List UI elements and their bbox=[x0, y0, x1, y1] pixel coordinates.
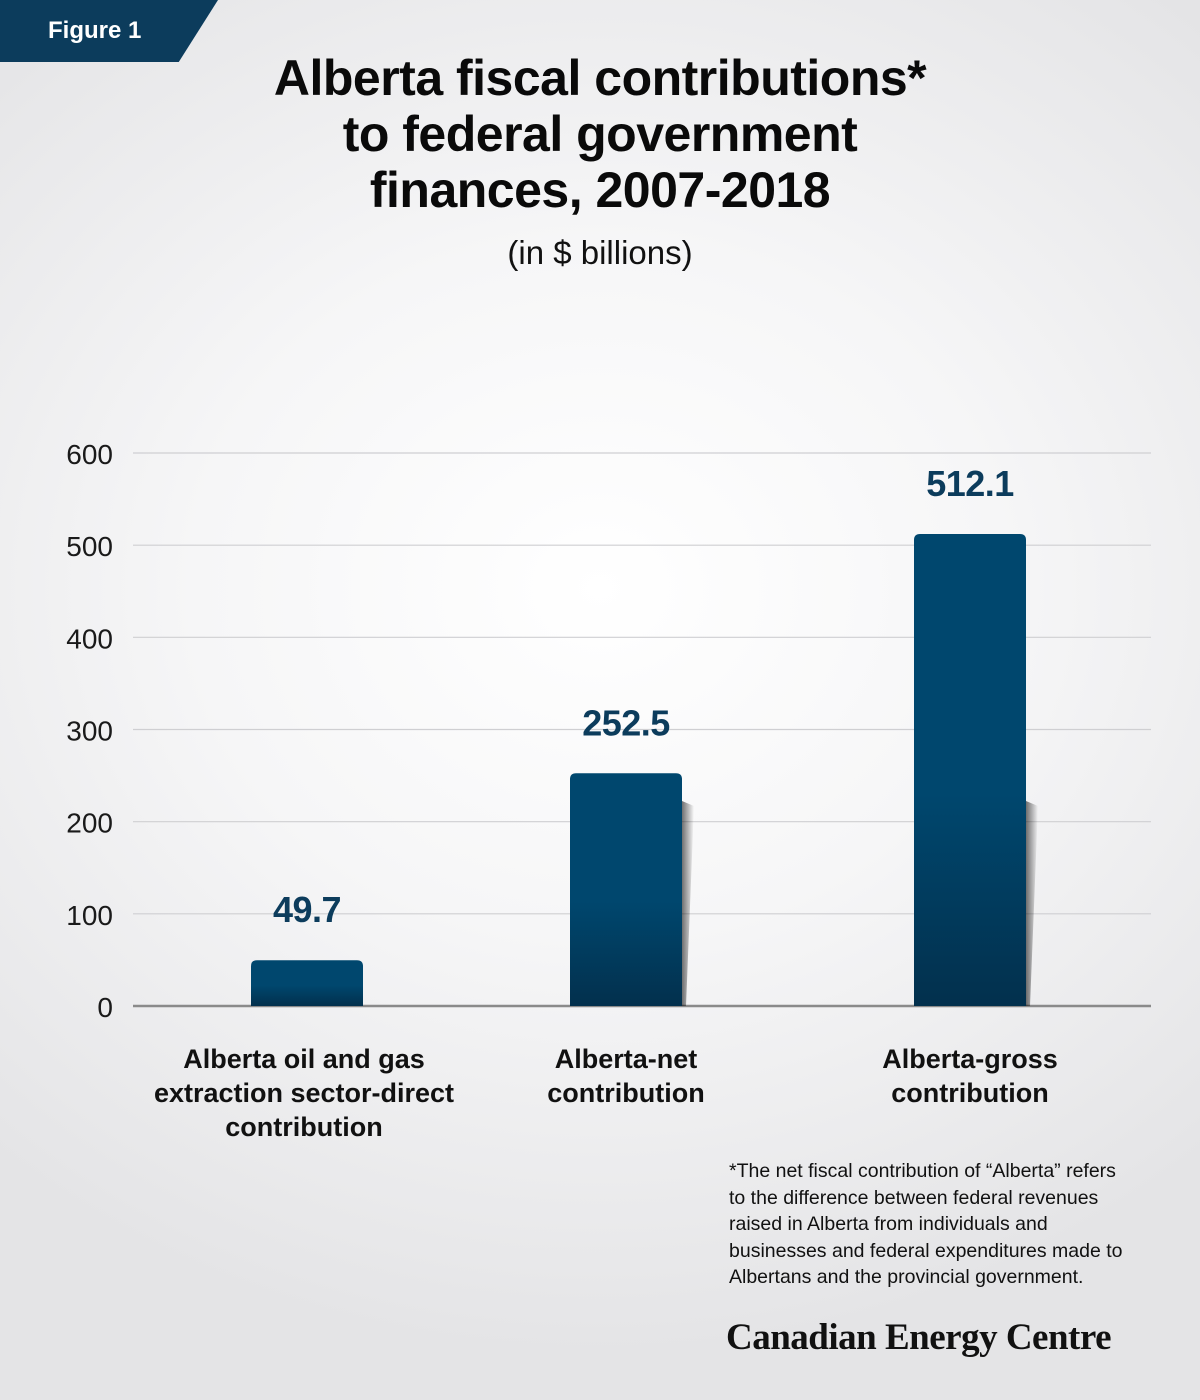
data-label: 49.7 bbox=[273, 889, 341, 930]
x-category-label: contribution bbox=[225, 1112, 382, 1142]
bar-chart: 0 100 200 300 400 500 600 49.7 Alberta oil and … bbox=[66, 439, 1151, 1142]
footnote: *The net fiscal contribution of “Alberta… bbox=[729, 1158, 1169, 1291]
bar bbox=[914, 534, 1026, 1006]
chart-subtitle: (in $ billions) bbox=[507, 234, 693, 271]
figure-label: Figure 1 bbox=[48, 17, 142, 44]
y-tick-label: 100 bbox=[66, 900, 113, 931]
y-tick-label: 600 bbox=[66, 439, 113, 470]
bar bbox=[251, 960, 363, 1006]
chart-title: Alberta fiscal contributions* to federal… bbox=[0, 50, 1200, 218]
x-category-label: contribution bbox=[547, 1078, 704, 1108]
x-category-label: Alberta-gross bbox=[882, 1044, 1058, 1074]
data-label: 512.1 bbox=[926, 463, 1014, 504]
footnote-line: businesses and federal expenditures made… bbox=[729, 1239, 1123, 1262]
bar-shadow bbox=[682, 801, 694, 1006]
y-tick-label: 0 bbox=[97, 992, 113, 1023]
chart-title-line: to federal government bbox=[342, 106, 858, 162]
chart-title-line: finances, 2007-2018 bbox=[369, 162, 831, 218]
footnote-line: *The net fiscal contribution of “Alberta… bbox=[729, 1160, 1116, 1182]
figure-label-tag: Figure 1 bbox=[0, 0, 218, 62]
x-category-label: extraction sector-direct bbox=[154, 1078, 454, 1108]
x-category-label: Alberta oil and gas bbox=[183, 1044, 425, 1074]
chart-title-line: Alberta fiscal contributions* bbox=[273, 50, 927, 106]
y-tick-label: 500 bbox=[66, 531, 113, 562]
y-tick-label: 400 bbox=[66, 623, 113, 654]
footnote-line: Albertans and the provincial government. bbox=[729, 1266, 1084, 1288]
bar-shadow bbox=[1026, 801, 1038, 1006]
y-tick-label: 200 bbox=[66, 808, 113, 839]
footnote-line: to the difference between federal revenu… bbox=[729, 1186, 1099, 1209]
x-category-label: Alberta-net bbox=[555, 1044, 698, 1074]
bar bbox=[570, 773, 682, 1006]
footnote-line: raised in Alberta from individuals and bbox=[729, 1213, 1048, 1235]
brand-logo-text: Canadian Energy Centre bbox=[726, 1317, 1112, 1358]
y-tick-label: 300 bbox=[66, 716, 113, 747]
x-category-label: contribution bbox=[891, 1078, 1048, 1108]
data-label: 252.5 bbox=[582, 702, 670, 743]
bar-layer bbox=[251, 534, 1038, 1006]
label-layer: 49.7 Alberta oil and gas extraction sector… bbox=[154, 463, 1058, 1142]
